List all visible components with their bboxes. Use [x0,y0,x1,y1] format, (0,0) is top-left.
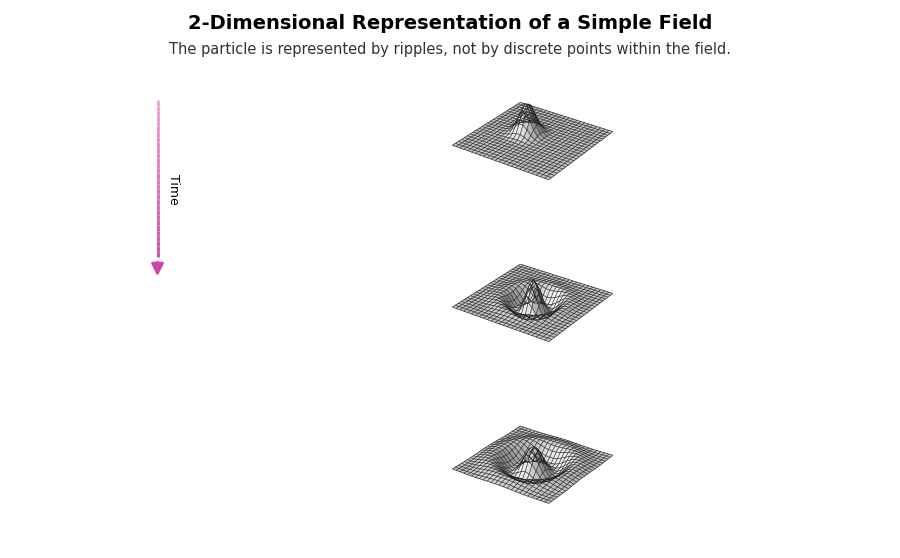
Text: 2-Dimensional Representation of a Simple Field: 2-Dimensional Representation of a Simple… [188,14,712,33]
Text: Time: Time [166,174,179,205]
Text: The particle is represented by ripples, not by discrete points within the field.: The particle is represented by ripples, … [169,42,731,57]
